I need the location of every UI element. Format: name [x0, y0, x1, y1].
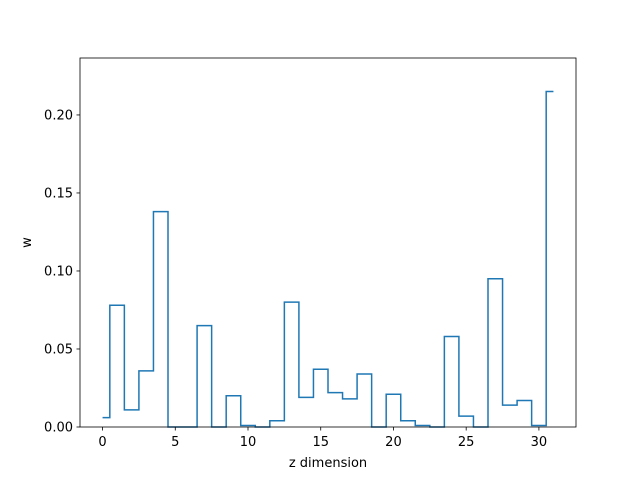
axes-frame: [79, 57, 577, 428]
plot-area: [79, 57, 577, 428]
x-tick-label: 30: [531, 435, 548, 450]
y-axis-label: w: [20, 237, 35, 248]
x-axis-ticks: 0 5 10 15 20 25 30: [98, 427, 547, 450]
y-tick-label: 0.20: [44, 108, 73, 123]
x-tick-label: 0: [98, 435, 106, 450]
y-tick-label: 0.10: [44, 264, 73, 279]
y-axis-ticks: 0.00 0.05 0.10 0.15 0.20: [44, 108, 80, 436]
y-tick-label: 0.15: [44, 186, 73, 201]
x-tick-label: 10: [240, 435, 257, 450]
x-tick-label: 25: [458, 435, 475, 450]
y-tick-label: 0.00: [44, 421, 73, 436]
x-tick-label: 15: [312, 435, 329, 450]
x-tick-label: 5: [171, 435, 179, 450]
x-tick-label: 20: [385, 435, 402, 450]
y-tick-label: 0.05: [44, 342, 73, 357]
x-axis-label: z dimension: [289, 456, 367, 471]
